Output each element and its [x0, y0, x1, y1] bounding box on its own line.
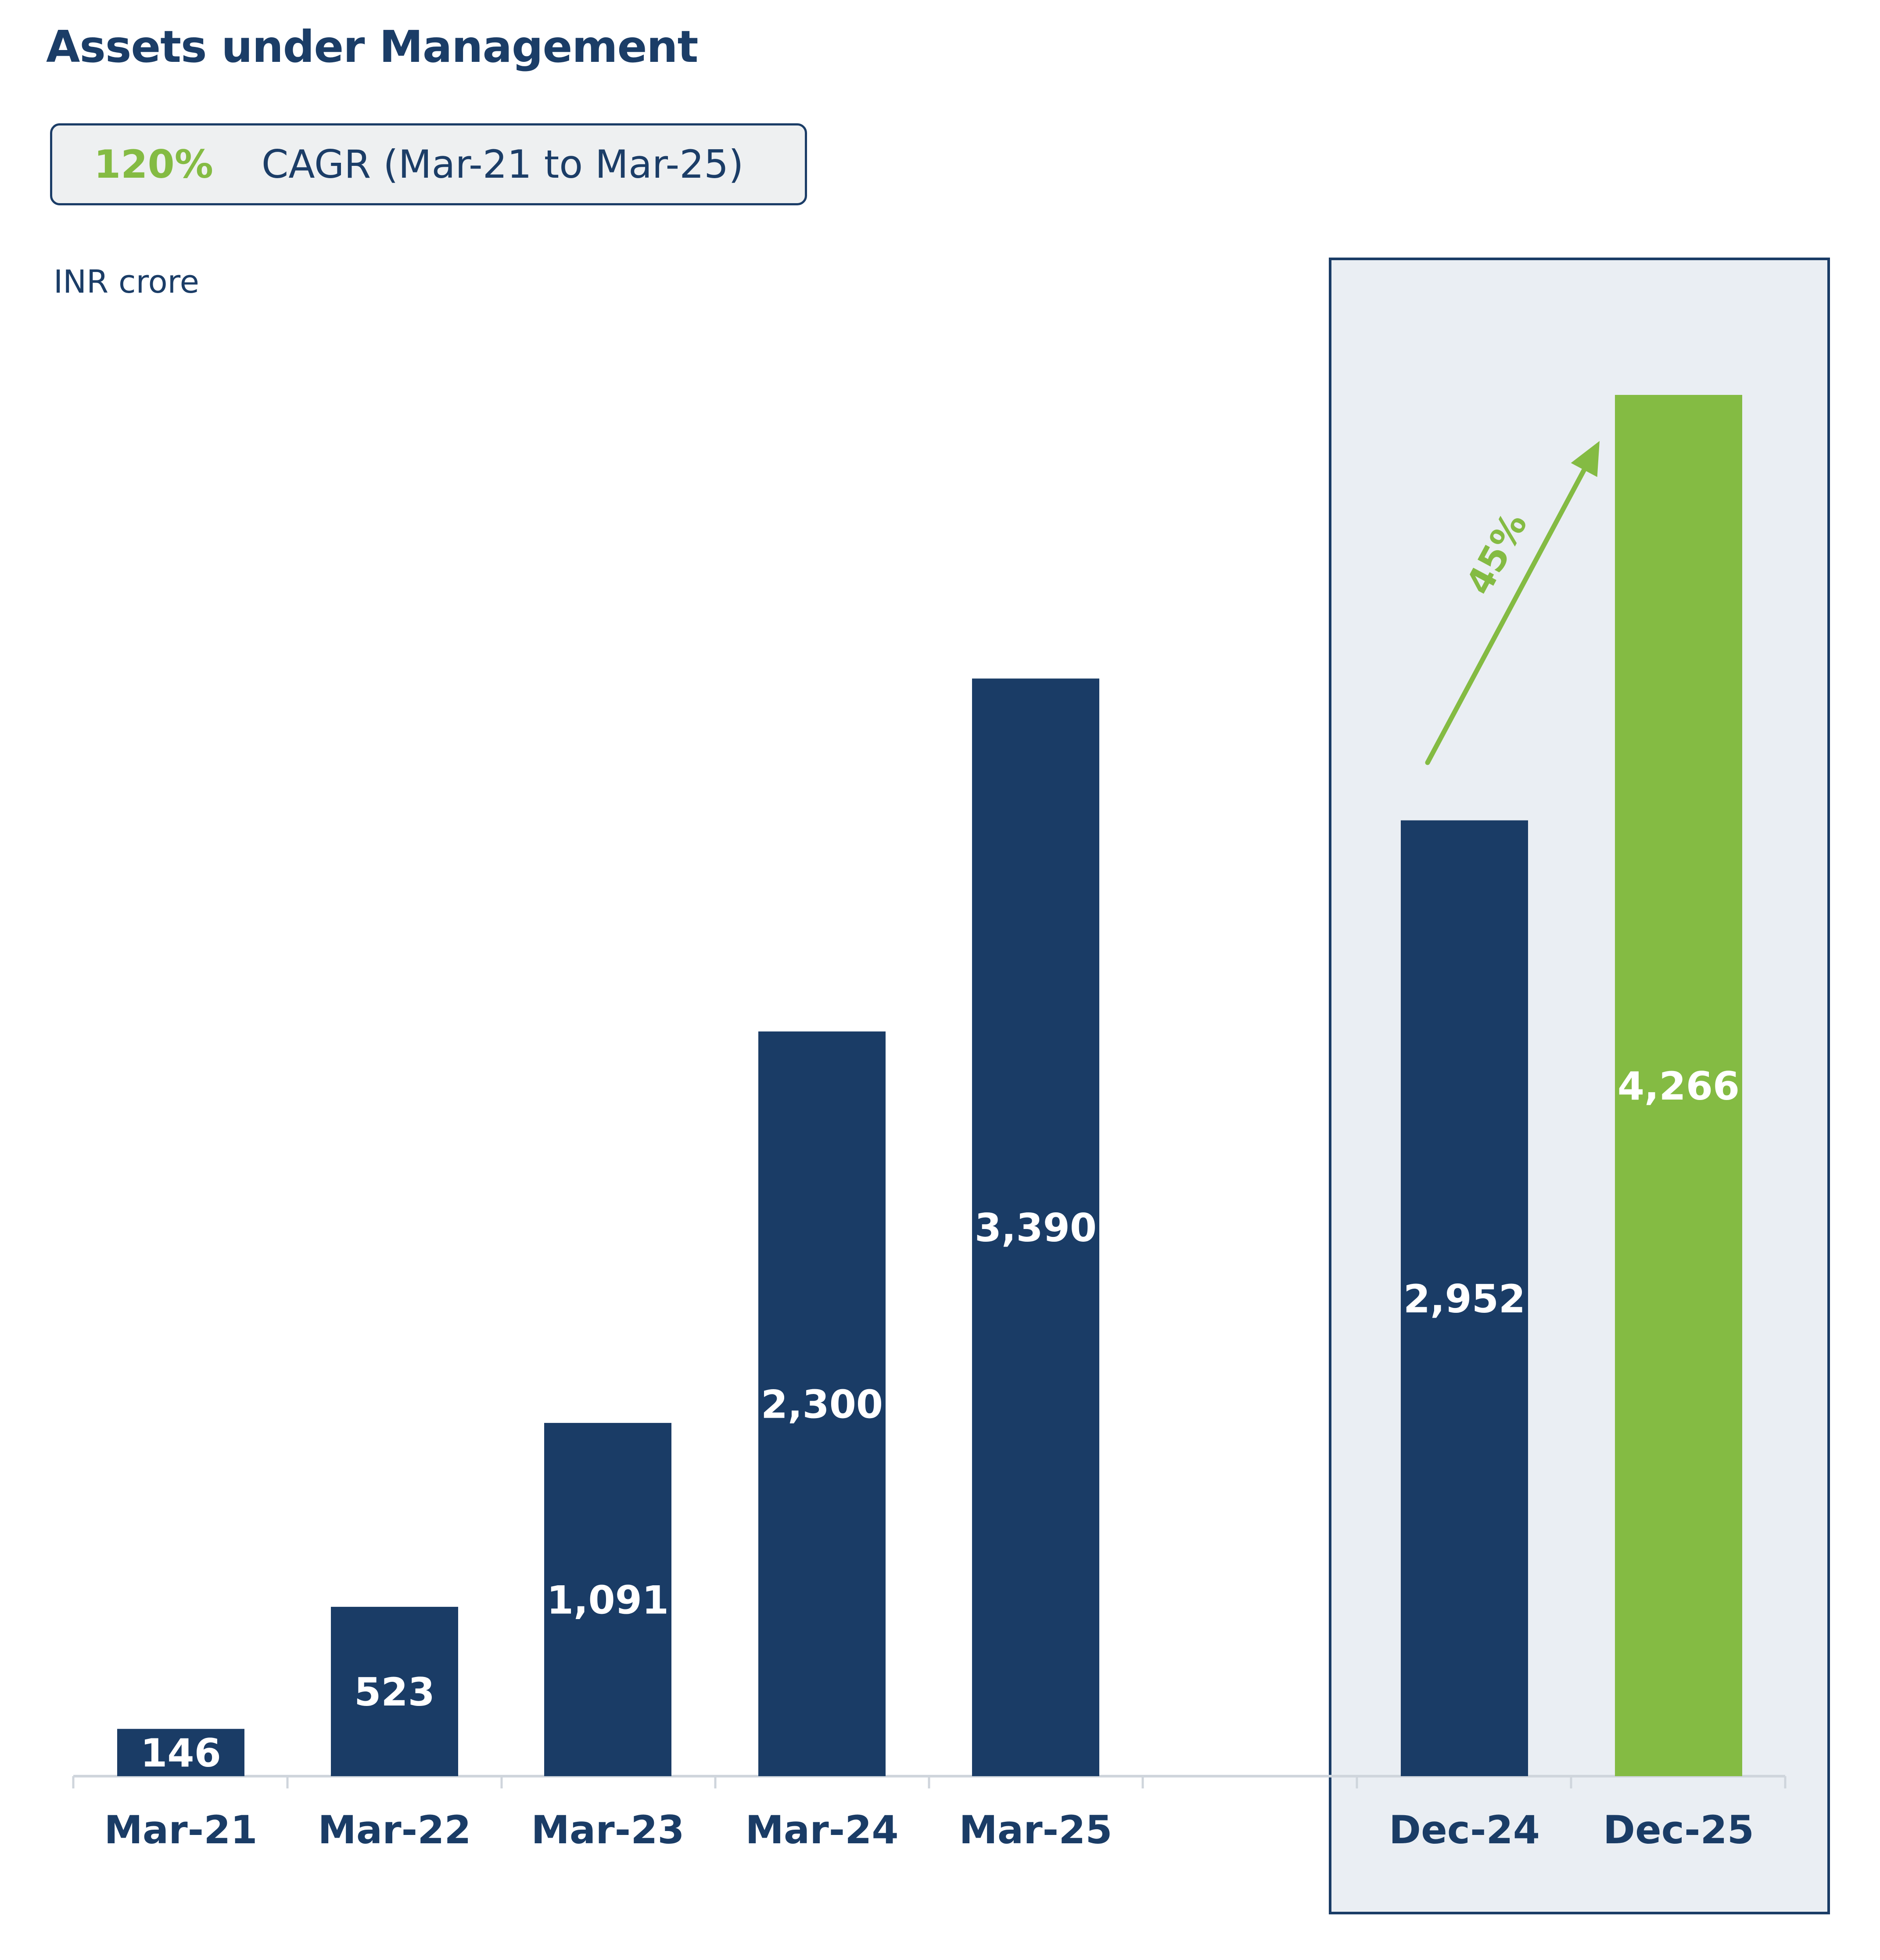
data-label-mar-21: 146	[140, 1731, 221, 1776]
bar-mar-21	[117, 1729, 244, 1776]
growth-arrow-line	[1425, 467, 1587, 765]
x-tick-label-mar-22: Mar-22	[318, 1807, 471, 1853]
growth-arrow-head	[1571, 441, 1600, 477]
bar-mar-24	[758, 1031, 886, 1776]
data-label-dec-25: 4,266	[1618, 1064, 1740, 1109]
chart-title: Assets under Management	[46, 21, 698, 72]
data-label-mar-22: 523	[354, 1670, 435, 1715]
bar-dec-24	[1401, 820, 1528, 1776]
cagr-callout: 120% CAGR (Mar-21 to Mar-25)	[50, 123, 807, 205]
x-tick-label-mar-21: Mar-21	[104, 1807, 257, 1853]
unit-label: INR crore	[54, 263, 199, 300]
data-label-mar-23: 1,091	[547, 1577, 669, 1623]
bar-mar-22	[331, 1607, 458, 1776]
x-tick-label-mar-25: Mar-25	[959, 1807, 1112, 1853]
bar-dec-25	[1615, 395, 1742, 1776]
cagr-value: 120%	[94, 142, 213, 187]
cagr-description: CAGR (Mar-21 to Mar-25)	[261, 142, 744, 187]
data-label-mar-25: 3,390	[975, 1205, 1097, 1251]
x-tick-label-dec-24: Dec-24	[1389, 1807, 1540, 1853]
data-label-dec-24: 2,952	[1403, 1276, 1525, 1322]
bar-mar-25	[972, 678, 1099, 1776]
data-label-mar-24: 2,300	[761, 1382, 883, 1427]
x-tick-label-dec-25: Dec-25	[1603, 1807, 1754, 1853]
x-tick-label-mar-23: Mar-23	[531, 1807, 684, 1853]
x-tick-label-mar-24: Mar-24	[745, 1807, 898, 1853]
bar-mar-23	[544, 1423, 671, 1776]
